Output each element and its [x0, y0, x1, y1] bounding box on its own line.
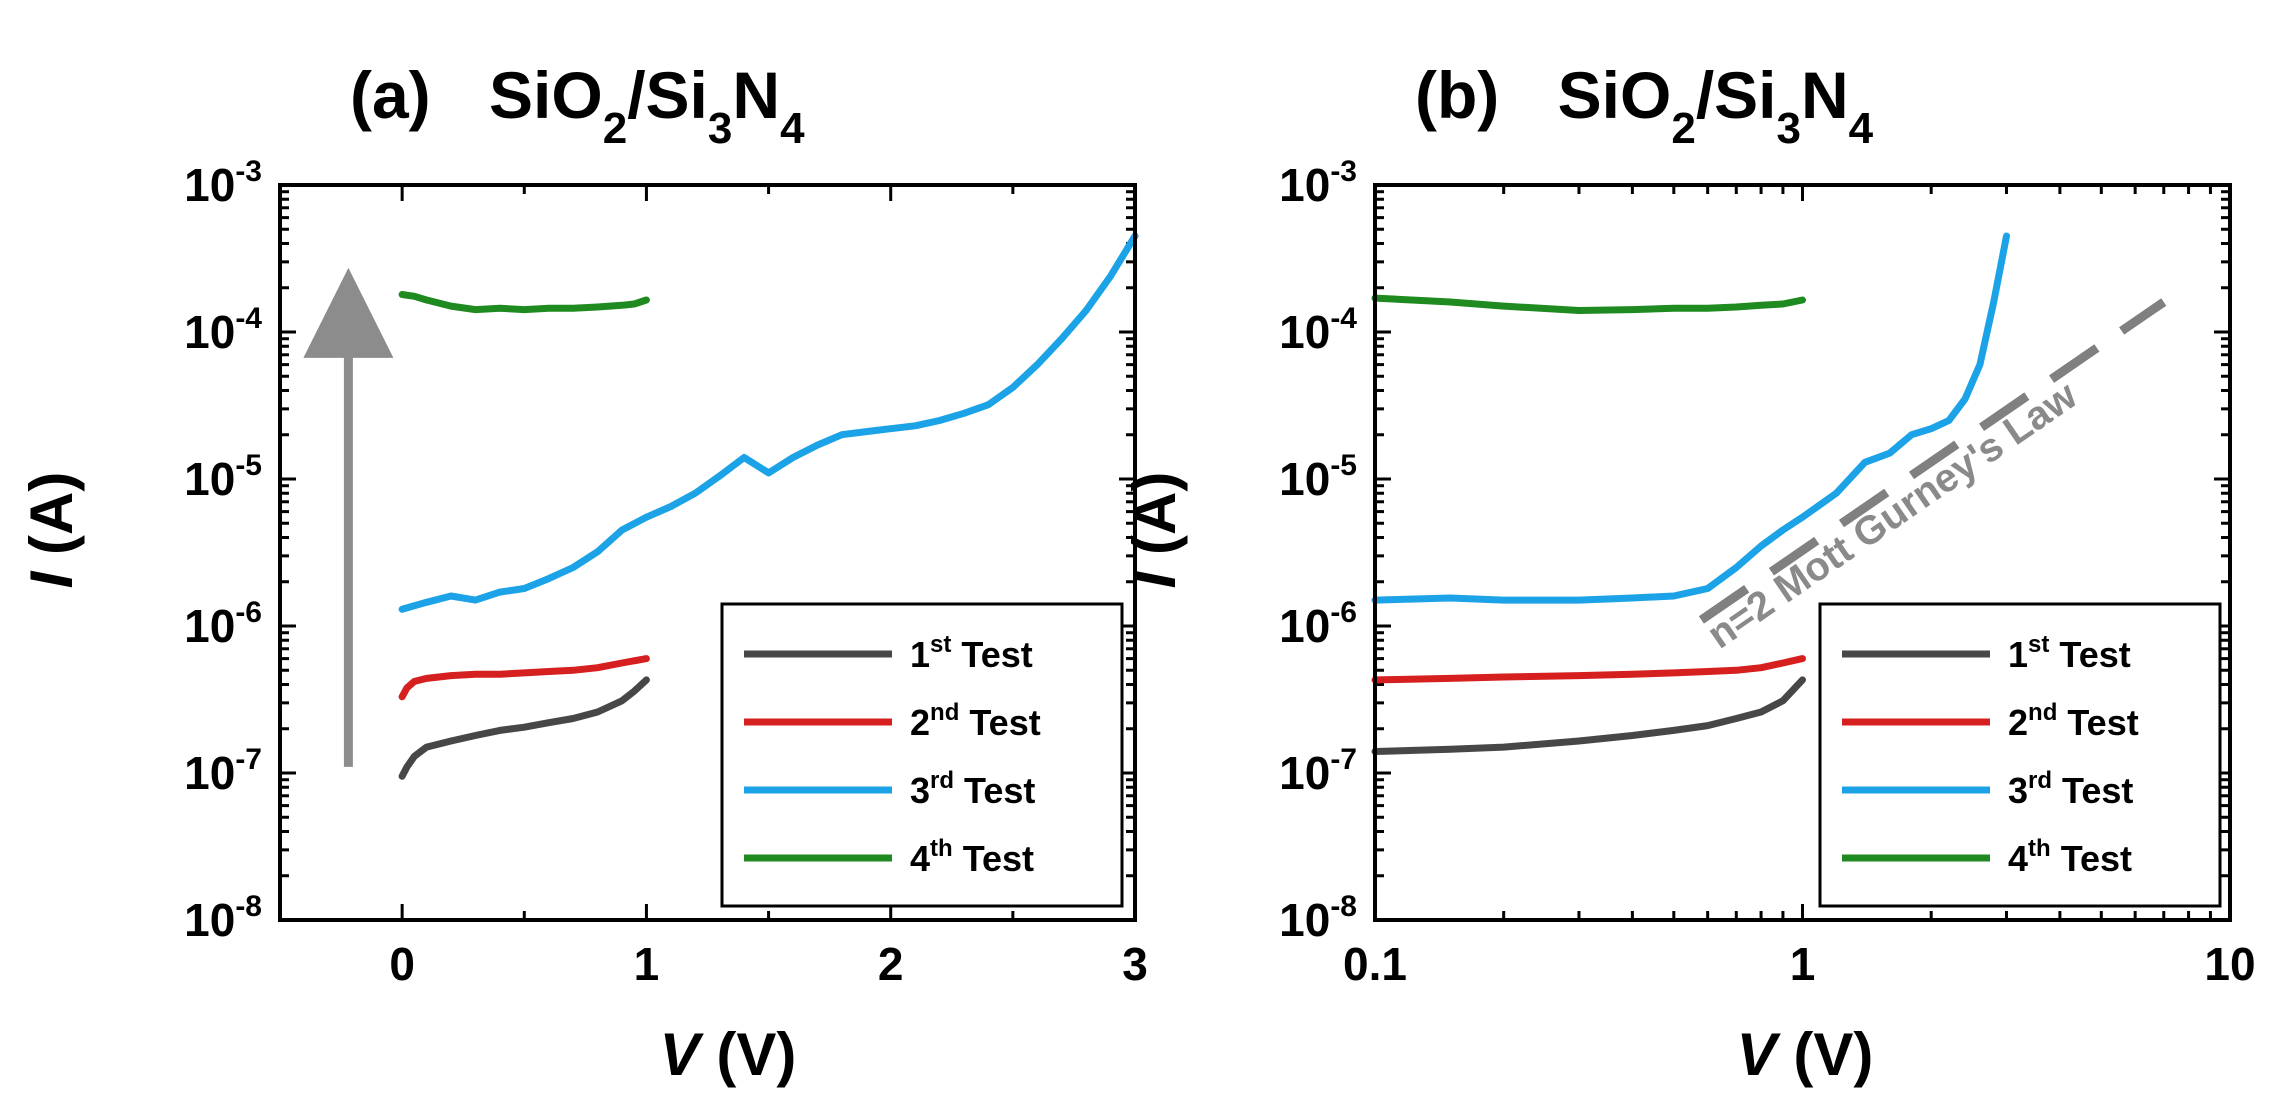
panel-b-title: (b) SiO2/Si3N4 [1415, 58, 1874, 153]
panel-a-title: (a) SiO2/Si3N4 [350, 58, 805, 153]
y-tick-label: 10-6 [1279, 596, 1357, 652]
x-tick-label: 10 [2204, 938, 2255, 990]
x-tick-label: 3 [1122, 938, 1148, 990]
y-tick-label: 10-7 [1279, 743, 1357, 799]
series-2-line [1371, 655, 1806, 684]
series-1-line [1371, 676, 1806, 755]
panel-b-ylabel: I (A) [1121, 472, 1188, 589]
panel-a-label: (a) [350, 58, 431, 132]
panel-a: (a) SiO2/Si3N4 I (A) V (V) 10-310-410-51… [18, 58, 1148, 1088]
panel-a-ylabel: I (A) [18, 472, 85, 589]
legend-label-3: 3rd Test [910, 767, 1035, 811]
panel-b-legend: 1st Test 2nd Test 3rd Test 4th Test [1818, 602, 2222, 908]
series-1-line [398, 676, 650, 780]
legend-label-2: 2nd Test [2008, 699, 2139, 743]
legend-label-3: 3rd Test [2008, 767, 2133, 811]
panel-b-xlabel: V (V) [1737, 1021, 1874, 1088]
panel-a-curves [398, 232, 1139, 780]
panel-b-fit-line [1698, 298, 2167, 624]
x-tick-label: 0 [389, 938, 415, 990]
x-tick-label: 1 [1790, 938, 1816, 990]
series-2-line [398, 655, 650, 701]
panel-a-y-ticks: 10-3 10-4 10-5 10-6 10-7 10-8 [184, 155, 1135, 946]
y-tick-label: 10-3 [184, 155, 262, 211]
x-tick-label: 0.1 [1343, 938, 1407, 990]
y-tick-label: 10-3 [1279, 155, 1357, 211]
legend-label-4: 4th Test [2008, 835, 2132, 879]
panel-b: (b) SiO2/Si3N4 I (A) V (V) 10-3 10-4 10-5 1… [1121, 58, 2256, 1088]
y-tick-label: 10-7 [184, 743, 262, 799]
panel-b-label: (b) [1415, 58, 1499, 132]
series-3-line [1371, 232, 2010, 604]
panel-a-xlabel: V (V) [660, 1021, 797, 1088]
series-4-line [398, 291, 650, 314]
legend-label-1: 1st Test [2008, 631, 2131, 675]
panel-b-frame [1373, 183, 2232, 922]
series-4-line [1371, 294, 1806, 314]
series-3-line [398, 232, 1139, 613]
y-tick-label: 10-8 [1279, 890, 1357, 946]
y-tick-label: 10-4 [1279, 302, 1357, 358]
y-tick-label: 10-6 [184, 596, 262, 652]
y-tick-label: 10-5 [184, 449, 262, 505]
y-tick-label: 10-5 [1279, 449, 1357, 505]
y-tick-label: 10-8 [184, 890, 262, 946]
y-tick-label: 10-4 [184, 302, 262, 358]
x-tick-label: 2 [878, 938, 904, 990]
x-tick-label: 1 [634, 938, 660, 990]
panel-a-frame [278, 183, 1137, 922]
legend-label-4: 4th Test [910, 835, 1034, 879]
legend-label-1: 1st Test [910, 631, 1033, 675]
panel-b-curves [1371, 232, 2010, 755]
legend-label-2: 2nd Test [910, 699, 1041, 743]
panel-a-legend: 1st Test 2nd Test 3rd Test 4th Test [720, 602, 1124, 908]
